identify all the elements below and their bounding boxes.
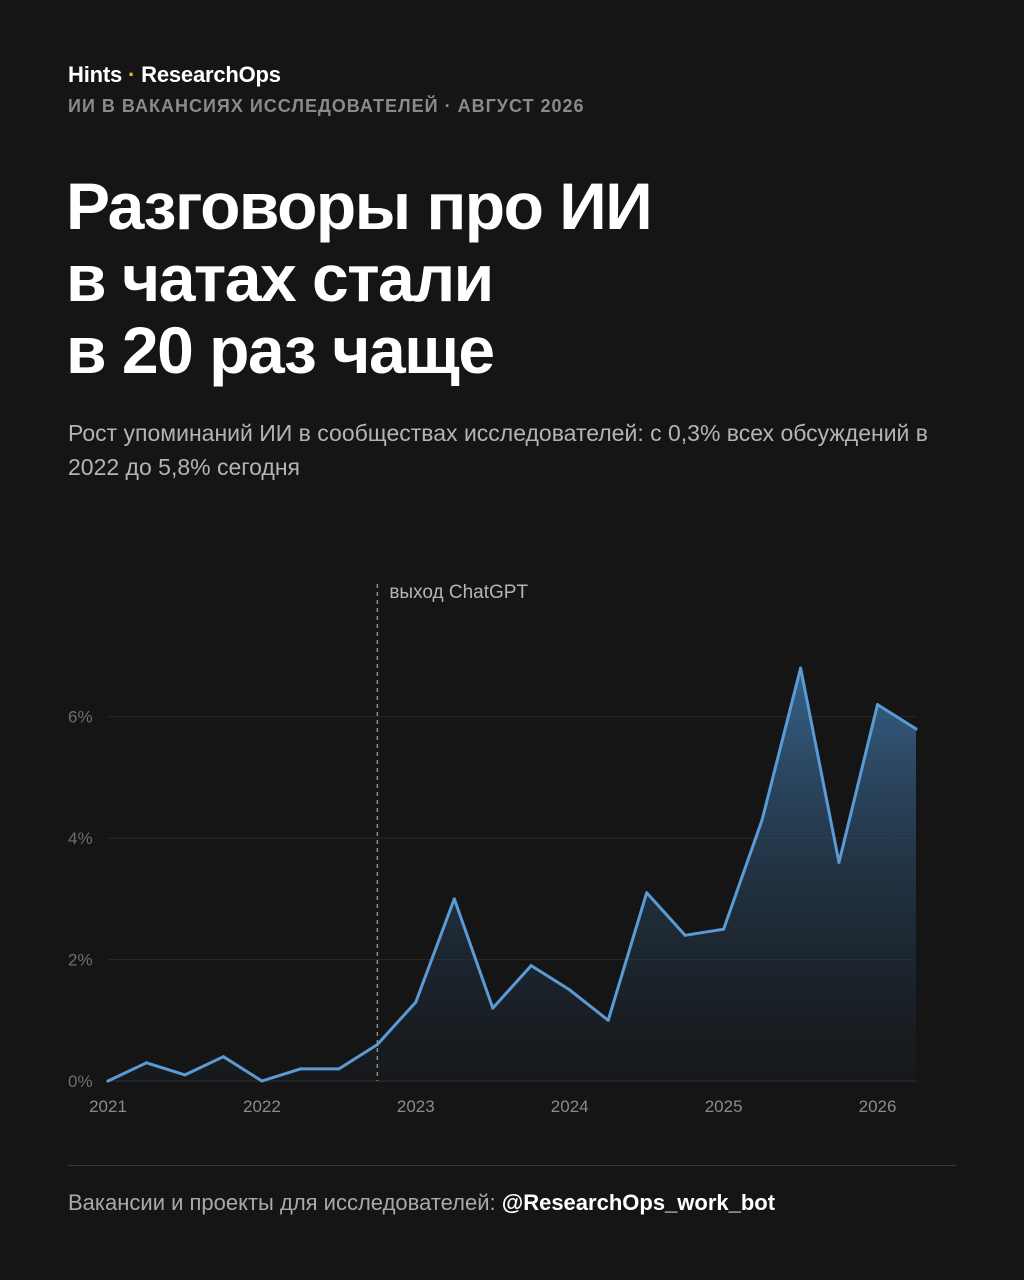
y-tick-label: 2% [68, 951, 93, 970]
line-layer [106, 666, 918, 1083]
data-point [298, 1067, 302, 1071]
y-axis-ticks: 0% 2% 4% 6% [68, 708, 93, 1091]
data-point [914, 727, 918, 731]
data-point [491, 1006, 495, 1010]
data-point [645, 891, 649, 895]
bot-handle-link[interactable]: @ResearchOps_work_bot [501, 1190, 776, 1215]
data-point [260, 1079, 264, 1083]
x-tick-label: 2024 [551, 1097, 589, 1116]
data-point [221, 1055, 225, 1059]
series-line [106, 666, 918, 1083]
y-tick-label: 6% [68, 708, 93, 727]
footer-divider [68, 1165, 956, 1166]
brand-separator: · [128, 62, 136, 87]
data-point [876, 703, 880, 707]
data-point [722, 927, 726, 931]
annotation-layer: выход ChatGPT [376, 582, 528, 1081]
data-point [606, 1018, 610, 1022]
annotation-label: выход ChatGPT [389, 582, 528, 603]
data-point [837, 860, 841, 864]
brand: Hints · ResearchOps [68, 62, 281, 88]
headline: Разговоры про ИИ в чатах стали в 20 раз … [66, 169, 653, 387]
data-point [337, 1067, 341, 1071]
x-axis-ticks: 2021 2022 2023 2024 2025 2026 [89, 1097, 896, 1116]
footer-text: Вакансии и проекты для исследователей: [68, 1190, 502, 1215]
data-point [452, 897, 456, 901]
y-tick-label: 0% [68, 1072, 93, 1091]
headline-line-1: Разговоры про ИИ [66, 169, 653, 243]
data-point [683, 933, 687, 937]
area-fill [108, 668, 916, 1081]
data-point [760, 818, 764, 822]
headline-line-2: в чатах стали [66, 241, 494, 315]
y-tick-label: 4% [68, 829, 93, 848]
kicker: ИИ В ВАКАНСИЯХ ИССЛЕДОВАТЕЛЕЙ · АВГУСТ 2… [68, 96, 585, 116]
data-point [799, 666, 803, 670]
data-point [144, 1061, 148, 1065]
data-point [568, 988, 572, 992]
brand-name: Hints [68, 62, 123, 87]
data-point [106, 1079, 110, 1083]
x-tick-label: 2026 [859, 1097, 897, 1116]
x-tick-label: 2025 [705, 1097, 743, 1116]
data-point [183, 1073, 187, 1077]
footer: Вакансии и проекты для исследователей: @… [68, 1190, 775, 1216]
area-fill-layer [108, 668, 916, 1081]
x-tick-label: 2021 [89, 1097, 127, 1116]
x-tick-label: 2022 [243, 1097, 281, 1116]
x-tick-label: 2023 [397, 1097, 435, 1116]
headline-line-3: в 20 раз чаще [66, 313, 495, 387]
subtitle: Рост упоминаний ИИ в сообществах исследо… [68, 420, 929, 480]
brand-subname: ResearchOps [141, 62, 281, 87]
data-point [414, 1000, 418, 1004]
area-chart: выход ChatGPT 0%2%4%6% 2021 2022 2023 2024 2… [68, 582, 918, 1116]
data-point [375, 1043, 379, 1047]
data-point [529, 964, 533, 968]
